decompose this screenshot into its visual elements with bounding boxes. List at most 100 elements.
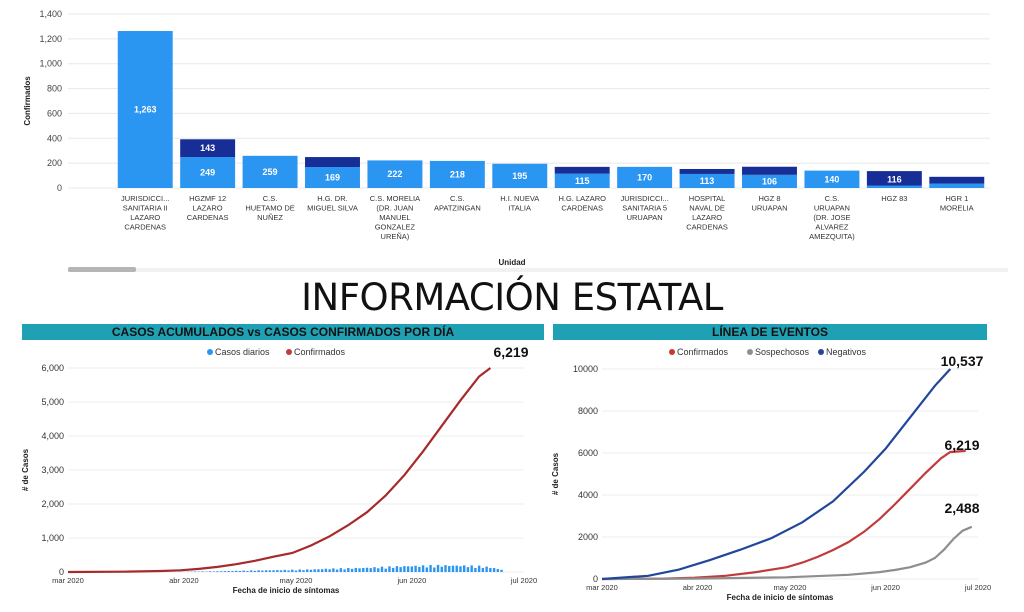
x-category-label: AMEZQUITA) — [809, 232, 855, 241]
daily-case-bar — [436, 564, 440, 572]
daily-case-bar — [459, 566, 462, 572]
bar-value-label: 170 — [637, 172, 652, 182]
daily-case-bar — [395, 566, 399, 572]
y-tick-label: 2,000 — [41, 499, 64, 509]
x-tick-label: mar 2020 — [586, 583, 618, 592]
legend-marker-casos-diarios — [207, 349, 213, 355]
daily-case-bar — [365, 567, 369, 572]
daily-case-bar — [433, 567, 436, 572]
y-axis-title: # de Casos — [21, 448, 30, 491]
x-tick-label: may 2020 — [280, 576, 313, 585]
bar-dark-blue — [866, 171, 922, 186]
daily-case-bar — [220, 571, 223, 572]
legend-marker-confirmados — [286, 349, 292, 355]
x-tick-label: jun 2020 — [396, 576, 426, 585]
daily-case-bar — [474, 567, 477, 572]
daily-case-bar — [249, 570, 253, 572]
daily-case-bar — [496, 569, 500, 572]
y-tick-label: 6000 — [578, 448, 598, 458]
daily-case-bar — [429, 565, 432, 572]
y-tick-label: 1,200 — [39, 34, 62, 44]
daily-case-bar — [242, 570, 245, 572]
daily-case-bar — [380, 566, 384, 572]
y-tick-label: 1,000 — [39, 59, 62, 69]
daily-case-bar — [287, 570, 290, 572]
scrollbar-thumb[interactable] — [68, 267, 136, 272]
y-tick-label: 1,000 — [41, 533, 64, 543]
bar-dark-blue — [554, 166, 610, 174]
daily-case-bar — [489, 568, 492, 572]
bar-value-label: 116 — [887, 175, 902, 185]
y-tick-label: 600 — [47, 108, 62, 118]
bar-value-label: 169 — [325, 172, 340, 182]
x-category-label: LAZARO — [692, 213, 722, 222]
daily-case-bar — [481, 567, 485, 572]
x-category-label: H.G. DR. — [317, 194, 347, 203]
x-category-label: URUAPAN — [627, 213, 663, 222]
bar-light-blue — [804, 170, 860, 188]
daily-case-bar — [362, 567, 365, 572]
bar-light-blue — [679, 173, 735, 188]
x-tick-label: abr 2020 — [683, 583, 713, 592]
daily-case-bar — [335, 569, 339, 572]
y-tick-label: 4000 — [578, 490, 598, 500]
horizontal-scrollbar[interactable] — [68, 268, 1008, 272]
x-category-label: CARDENAS — [124, 223, 166, 232]
daily-case-bar — [399, 567, 402, 572]
daily-case-bar — [227, 571, 230, 572]
daily-case-bar — [492, 568, 496, 572]
daily-case-bar — [291, 569, 294, 572]
daily-case-bar — [298, 569, 301, 572]
bar-dark-blue — [929, 176, 985, 184]
x-category-label: HOSPITAL — [689, 194, 726, 203]
legend-marker-sospechosos — [747, 349, 753, 355]
daily-case-bar — [451, 565, 455, 572]
x-category-label: H.I. NUEVA — [500, 194, 539, 203]
daily-case-bar — [440, 566, 443, 572]
y-tick-label: 5,000 — [41, 397, 64, 407]
daily-case-bar — [418, 566, 421, 572]
x-category-label: CARDENAS — [686, 223, 728, 232]
x-tick-label: abr 2020 — [169, 576, 199, 585]
x-axis-title: Fecha de inicio de síntomas — [233, 586, 340, 595]
x-tick-label: may 2020 — [774, 583, 807, 592]
daily-case-bar — [294, 570, 298, 572]
end-value-label: 6,219 — [493, 344, 528, 360]
daily-case-bar — [216, 571, 219, 572]
y-axis-title: # de Casos — [551, 452, 560, 495]
x-axis-title: Fecha de inicio de síntomas — [727, 593, 834, 602]
daily-case-bar — [466, 567, 470, 572]
daily-case-bar — [234, 570, 238, 572]
daily-case-bar — [477, 565, 481, 572]
x-category-label: URUAPAN — [814, 204, 850, 213]
cumulative-chart-header: CASOS ACUMULADOS vs CASOS CONFIRMADOS PO… — [22, 324, 544, 340]
bar-value-label: 218 — [450, 169, 465, 179]
y-tick-label: 8000 — [578, 406, 598, 416]
bar-value-label: 143 — [200, 143, 215, 153]
bar-light-blue — [242, 155, 298, 188]
x-axis-title: Unidad — [498, 258, 525, 267]
daily-case-bar — [369, 568, 372, 572]
x-tick-label: jun 2020 — [870, 583, 900, 592]
y-tick-label: 200 — [47, 158, 62, 168]
bar-value-label: 1,263 — [134, 105, 157, 115]
x-category-label: HGZ 83 — [881, 194, 907, 203]
daily-case-bar — [283, 569, 286, 572]
daily-case-bar — [309, 569, 313, 572]
daily-case-bar — [354, 567, 358, 572]
x-category-label: C.S. — [825, 194, 840, 203]
daily-case-bar — [212, 571, 215, 572]
bar-value-label: 249 — [200, 168, 215, 178]
daily-case-bar — [391, 567, 395, 572]
x-category-label: JURISDICCI... — [121, 194, 169, 203]
bar-light-blue — [492, 163, 548, 188]
bar-value-label: 106 — [762, 176, 777, 186]
confirmados-line — [67, 367, 492, 574]
cumulative-cases-chart: 0 1,000 2,000 3,000 4,000 5,000 6,000 mar 2020 a… — [21, 344, 537, 595]
y-tick-label: 2000 — [578, 532, 598, 542]
daily-case-bar — [302, 570, 305, 572]
daily-case-bar — [462, 565, 466, 572]
daily-case-bar — [410, 566, 414, 572]
daily-case-bar — [279, 570, 283, 572]
x-category-label: UREÑA) — [381, 232, 410, 241]
